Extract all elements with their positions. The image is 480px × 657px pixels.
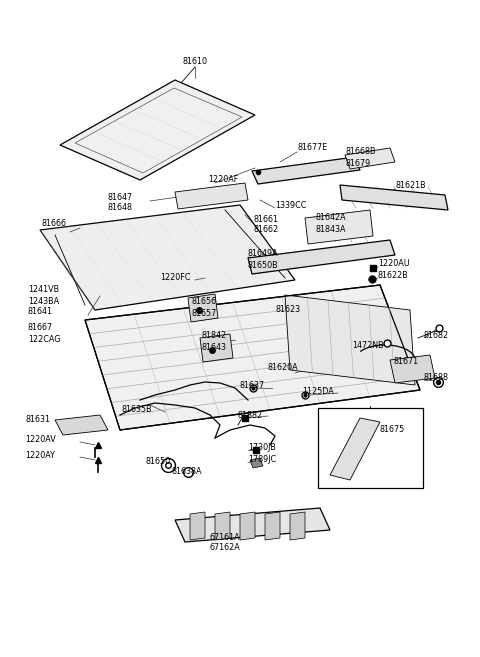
Polygon shape: [305, 210, 373, 244]
Text: 81641: 81641: [28, 307, 53, 317]
Polygon shape: [175, 183, 248, 209]
Text: 81623: 81623: [275, 306, 300, 315]
Text: 81621B: 81621B: [395, 181, 426, 189]
Polygon shape: [345, 148, 395, 169]
Polygon shape: [240, 512, 255, 540]
Text: 67161A: 67161A: [210, 533, 240, 541]
Text: 81882: 81882: [238, 411, 263, 420]
Text: 81638A: 81638A: [172, 468, 203, 476]
Polygon shape: [190, 512, 205, 540]
Text: 81643: 81643: [202, 342, 227, 351]
Text: 1220AU: 1220AU: [378, 260, 410, 269]
Text: 81662: 81662: [253, 225, 278, 235]
Text: 81656: 81656: [192, 298, 217, 307]
Text: 81688: 81688: [424, 373, 449, 382]
Text: 1472NB: 1472NB: [352, 340, 384, 350]
Text: 81679: 81679: [346, 158, 371, 168]
Polygon shape: [390, 355, 435, 383]
Text: 122CAG: 122CAG: [28, 334, 60, 344]
Polygon shape: [188, 294, 218, 322]
Polygon shape: [252, 157, 360, 184]
Text: 81635B: 81635B: [122, 405, 153, 415]
Polygon shape: [248, 240, 395, 274]
Text: 81649A: 81649A: [248, 250, 278, 258]
Text: 81668B: 81668B: [346, 148, 376, 156]
Text: 81671: 81671: [393, 357, 418, 365]
Text: 81622B: 81622B: [378, 271, 409, 279]
Polygon shape: [330, 418, 380, 480]
Text: 81637: 81637: [240, 382, 265, 390]
Text: 1241VB: 1241VB: [28, 286, 59, 294]
Text: 1243BA: 1243BA: [28, 296, 59, 306]
Text: 81650B: 81650B: [248, 260, 278, 269]
Text: 81642A: 81642A: [316, 214, 347, 223]
Text: 1220AF: 1220AF: [208, 175, 238, 185]
Polygon shape: [85, 285, 420, 430]
Text: 1789JC: 1789JC: [248, 455, 276, 464]
Text: 81657: 81657: [192, 309, 217, 317]
Polygon shape: [55, 415, 108, 435]
Text: 81647: 81647: [108, 193, 133, 202]
Text: 1220FC: 1220FC: [160, 273, 191, 283]
Polygon shape: [200, 334, 233, 362]
Text: 81666: 81666: [42, 219, 67, 229]
Text: 81667: 81667: [28, 323, 53, 332]
Text: 67162A: 67162A: [210, 543, 240, 553]
Text: 81661: 81661: [253, 214, 278, 223]
Text: 1730JB: 1730JB: [248, 443, 276, 451]
Bar: [318, 408, 423, 488]
Polygon shape: [265, 512, 280, 540]
Text: 81843A: 81843A: [316, 225, 347, 233]
Text: 81610: 81610: [182, 58, 207, 66]
Polygon shape: [250, 458, 263, 468]
Text: 1125DA: 1125DA: [302, 388, 334, 397]
Text: 81677E: 81677E: [297, 143, 327, 152]
Text: 1220AY: 1220AY: [25, 451, 55, 459]
Polygon shape: [215, 512, 230, 540]
Polygon shape: [60, 80, 255, 180]
Text: 81620A: 81620A: [268, 363, 299, 373]
Text: 81631: 81631: [25, 415, 50, 424]
Text: 81650: 81650: [145, 457, 170, 466]
Polygon shape: [285, 295, 415, 385]
Text: 81842: 81842: [202, 332, 227, 340]
Polygon shape: [175, 508, 330, 542]
Text: 81675: 81675: [380, 426, 405, 434]
Polygon shape: [340, 185, 448, 210]
Text: 1339CC: 1339CC: [275, 200, 306, 210]
Polygon shape: [40, 205, 295, 310]
Polygon shape: [290, 512, 305, 540]
Text: 1220AV: 1220AV: [25, 436, 56, 445]
Text: 81682: 81682: [424, 330, 449, 340]
Text: 81648: 81648: [108, 204, 133, 212]
